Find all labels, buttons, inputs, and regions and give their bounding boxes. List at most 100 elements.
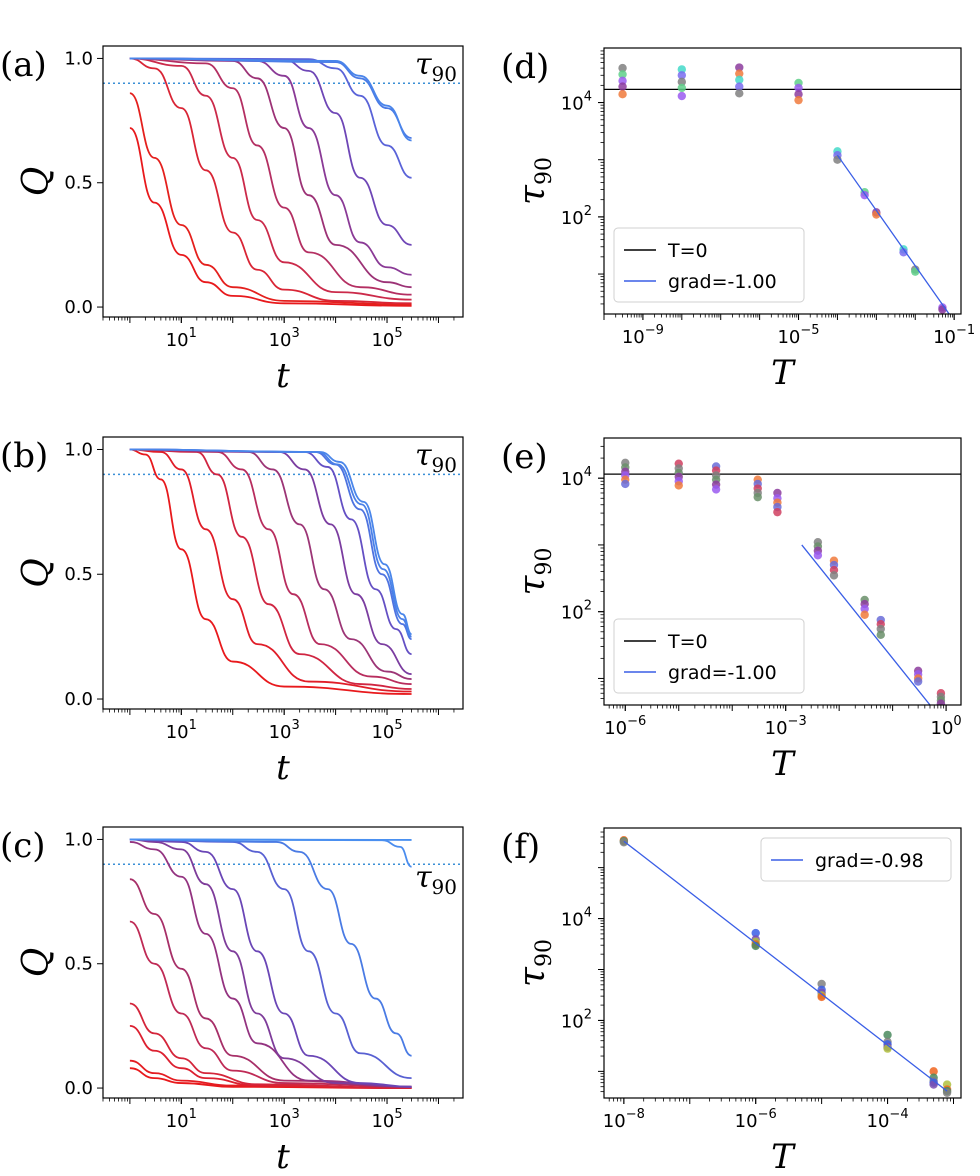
panel-label-a: (a) — [0, 45, 47, 85]
x-tick-label-f-1: 10−6 — [735, 1107, 777, 1132]
y-tick-label-f-1: 104 — [561, 906, 592, 931]
y-axis-label-a: Q — [16, 167, 57, 197]
legend-label-e-0: T=0 — [667, 631, 708, 653]
point-d-17 — [794, 89, 803, 99]
x-axis-label-b: t — [276, 748, 290, 788]
point-e-17 — [711, 485, 721, 494]
x-tick-label-c-1: 103 — [269, 1107, 300, 1132]
legend-d: T=0 grad=-1.00 — [613, 227, 805, 303]
point-f-22 — [929, 1080, 938, 1089]
legend-label-d-1: grad=-1.00 — [668, 271, 777, 293]
curve-b-0 — [129, 448, 412, 695]
y-axis-label-e: τ90 — [512, 548, 557, 596]
axes-frame-a — [102, 45, 464, 318]
point-e-38 — [860, 604, 869, 614]
legend-label-d-0: T=0 — [667, 240, 708, 262]
x-tick-label-d-1: 10−5 — [777, 323, 819, 348]
curve-a-10 — [129, 57, 412, 142]
fit-line-d — [836, 154, 950, 314]
curve-b-1 — [129, 448, 412, 693]
curve-c-11 — [129, 838, 412, 868]
y-tick-label-d-0: 102 — [561, 204, 592, 229]
x-tick-label-d-0: 10−9 — [622, 323, 664, 348]
x-axis-label-a: t — [276, 356, 290, 396]
legend-frame-e — [613, 618, 805, 694]
point-e-43 — [876, 630, 885, 640]
panel-label-b: (b) — [0, 436, 48, 476]
x-tick-label-e-0: 10−6 — [604, 714, 646, 739]
x-tick-label-c-2: 105 — [371, 1107, 402, 1132]
curve-a-3 — [129, 57, 412, 301]
legend-frame-f — [760, 837, 952, 882]
curve-b-5 — [129, 448, 412, 675]
point-d-27 — [899, 248, 908, 257]
point-f-8 — [817, 979, 826, 989]
curve-b-9 — [129, 448, 413, 636]
annotation-a: τ90 — [415, 47, 457, 86]
plot-area-d — [604, 63, 961, 314]
curve-a-0 — [129, 127, 412, 307]
x-axis-label-e: T — [771, 744, 796, 784]
x-tick-label-e-2: 100 — [931, 714, 962, 739]
curve-c-7 — [129, 838, 412, 1088]
point-e-51 — [936, 699, 946, 705]
y-tick-label-c-2: 1.0 — [64, 829, 93, 850]
x-tick-label-e-1: 10−3 — [765, 714, 807, 739]
axes-frame-f — [603, 827, 962, 1099]
y-tick-label-d-1: 104 — [561, 90, 592, 115]
x-tick-label-b-0: 101 — [166, 718, 197, 743]
point-d-12 — [735, 75, 744, 85]
x-tick-label-f-2: 10−4 — [867, 1107, 909, 1132]
x-tick-label-c-0: 101 — [166, 1107, 197, 1132]
y-tick-label-c-0: 0.0 — [64, 1078, 93, 1099]
point-d-14 — [735, 89, 744, 98]
panel-label-c: (c) — [0, 826, 46, 866]
curve-b-4 — [129, 448, 412, 680]
point-f-12 — [817, 992, 826, 1002]
plot-area-f — [619, 836, 952, 1097]
y-tick-label-c-1: 0.5 — [64, 954, 93, 975]
point-d-8 — [677, 83, 687, 93]
y-axis-label-f: τ90 — [512, 939, 557, 987]
curve-b-2 — [129, 448, 412, 690]
point-e-22 — [753, 492, 762, 502]
x-axis-label-c: t — [276, 1137, 290, 1176]
point-d-16 — [794, 83, 803, 93]
x-axis-label-d: T — [771, 353, 796, 393]
y-tick-label-f-0: 102 — [561, 1007, 592, 1032]
point-d-18 — [794, 95, 803, 105]
annotation-b: τ90 — [415, 438, 457, 477]
plot-area-b — [103, 448, 463, 695]
curve-a-8 — [129, 57, 412, 179]
y-tick-label-e-1: 104 — [561, 465, 592, 490]
point-d-9 — [677, 91, 687, 101]
point-f-3 — [751, 928, 760, 938]
point-d-6 — [677, 71, 687, 80]
curve-c-6 — [129, 841, 412, 1088]
legend-label-e-1: grad=-1.00 — [668, 662, 777, 684]
point-d-7 — [677, 77, 687, 87]
y-tick-label-b-2: 1.0 — [64, 439, 93, 460]
axes-frame-b — [102, 436, 464, 710]
point-d-0 — [618, 63, 627, 73]
curve-b-8 — [129, 448, 412, 638]
annotation-c: τ90 — [415, 860, 457, 899]
point-e-5 — [621, 479, 630, 489]
x-tick-label-d-2: 10−1 — [933, 323, 975, 348]
point-d-11 — [735, 69, 744, 78]
plot-area-e — [604, 458, 961, 705]
curve-c-3 — [129, 1002, 412, 1089]
legend-frame-d — [613, 227, 805, 303]
curve-a-2 — [129, 57, 412, 305]
fit-line-f — [623, 840, 948, 1092]
fit-line-e — [801, 544, 931, 705]
x-tick-label-b-1: 103 — [269, 718, 300, 743]
x-tick-label-b-2: 105 — [371, 718, 402, 743]
y-tick-label-b-0: 0.0 — [64, 689, 93, 710]
plot-area-c — [103, 838, 463, 1089]
